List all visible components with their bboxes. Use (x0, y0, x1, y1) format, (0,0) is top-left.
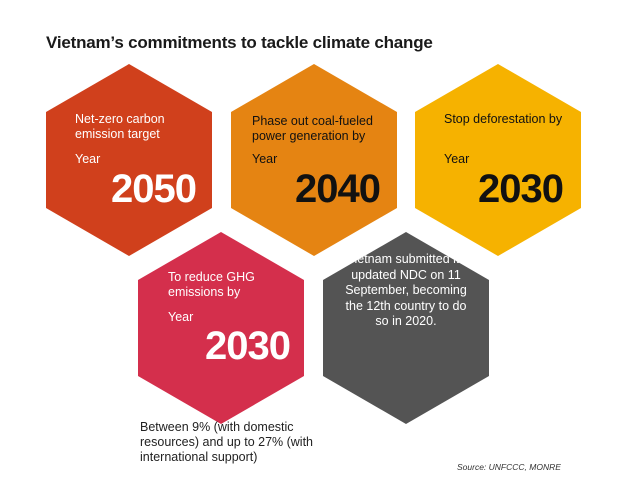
ghg-reduction-note: Between 9% (with domestic resources) and… (140, 420, 314, 464)
hexagon-net-zero: Net-zero carbon emission target Year 205… (46, 64, 212, 256)
hexagon-ghg-reduction: To reduce GHG emissions by Year 2030 (138, 232, 304, 424)
ghg-reduction-label: To reduce GHG emissions by (168, 270, 255, 299)
net-zero-year-value: 2050 (111, 167, 197, 211)
deforestation-year-label: Year (444, 152, 470, 166)
ghg-reduction-year-value: 2030 (205, 324, 291, 368)
source-note: Source: UNFCCC, MONRE (457, 462, 561, 472)
coal-phase-out-year-value: 2040 (295, 167, 381, 211)
coal-phase-out-year-label: Year (252, 152, 278, 166)
hexagon-coal-phase-out: Phase out coal-fueled power generation b… (231, 64, 397, 256)
ndc-submission-text: Vietnam submitted its updated NDC on 11 … (345, 252, 467, 328)
coal-phase-out-label: Phase out coal-fueled power generation b… (252, 114, 373, 143)
hexagon-deforestation: Stop deforestation by Year 2030 (415, 64, 581, 256)
ghg-reduction-year-label: Year (168, 310, 194, 324)
deforestation-year-value: 2030 (478, 167, 564, 211)
net-zero-label: Net-zero carbon emission target (75, 112, 165, 141)
hexagon-ndc-submission: Vietnam submitted its updated NDC on 11 … (323, 232, 489, 424)
chart-title: Vietnam’s commitments to tackle climate … (46, 33, 433, 52)
deforestation-label: Stop deforestation by (444, 112, 563, 126)
net-zero-year-label: Year (75, 152, 101, 166)
